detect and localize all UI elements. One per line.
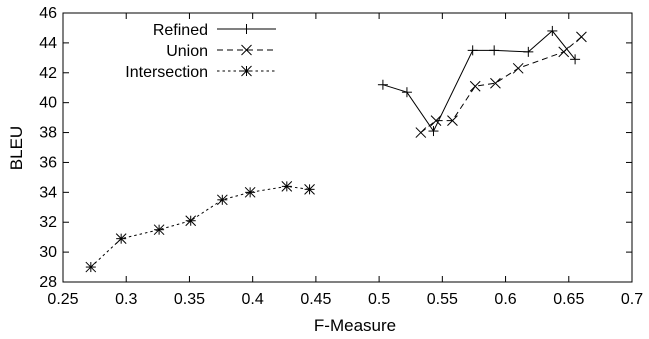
plot-border [62, 12, 633, 283]
refined-data-point [428, 126, 439, 137]
intersection-series-line [90, 185, 310, 268]
x-tick-label: 0.7 [621, 291, 643, 308]
refined-data-point [467, 45, 478, 56]
refined-data-point [523, 46, 534, 57]
union-data-point [512, 62, 524, 74]
y-tick-label: 30 [39, 244, 57, 261]
intersection-data-point [115, 233, 127, 245]
refined-series-line [382, 30, 576, 133]
y-tick-label: 32 [39, 214, 57, 231]
union-series-line [420, 36, 582, 133]
x-tick-label: 0.55 [427, 291, 458, 308]
intersection-data-point [85, 261, 97, 273]
y-tick-label: 34 [39, 184, 57, 201]
x-tick-label: 0.35 [174, 291, 205, 308]
x-tick-label: 0.3 [115, 291, 137, 308]
intersection-data-point [153, 224, 165, 236]
y-tick-label: 42 [39, 65, 57, 82]
legend-label-union: Union [166, 43, 208, 60]
y-tick-label: 46 [39, 5, 57, 22]
plot-area [62, 12, 633, 283]
union-data-point [469, 80, 481, 92]
axis-ticks: 0.25 0.3 0.35 0.4 0.45 0.5 0.55 0.6 0.65 0.7 28 30 3… [39, 5, 643, 308]
x-tick-label: 0.65 [553, 291, 584, 308]
y-tick-label: 28 [39, 274, 57, 291]
legend-marker-union [241, 44, 252, 56]
refined-data-point [547, 25, 558, 36]
x-tick-label: 0.6 [494, 291, 516, 308]
legend-label-refined: Refined [153, 22, 208, 39]
legend-marker-intersection [241, 65, 252, 77]
refined-data-point [570, 54, 581, 65]
union-data-point [576, 31, 587, 43]
x-tick-label: 0.45 [300, 291, 331, 308]
refined-data-point [377, 79, 388, 90]
legend: Refined Union Intersection [125, 22, 276, 81]
union-data-point [558, 46, 570, 58]
intersection-data-point [244, 186, 256, 198]
y-axis-title: BLEU [7, 126, 26, 170]
y-tick-label: 38 [39, 125, 57, 142]
y-tick-label: 40 [39, 95, 57, 112]
legend-label-intersection: Intersection [125, 64, 208, 81]
x-tick-label: 0.4 [242, 291, 264, 308]
y-tick-label: 36 [39, 154, 57, 171]
x-tick-label: 0.5 [368, 291, 390, 308]
intersection-data-point [216, 194, 228, 206]
legend-marker-refined [241, 24, 252, 34]
intersection-data-point [185, 215, 197, 227]
intersection-data-point [304, 183, 315, 195]
union-data-point [490, 77, 501, 89]
refined-data-point [489, 45, 500, 56]
refined-data-point [401, 87, 412, 98]
intersection-data-point [281, 181, 293, 192]
y-tick-label: 44 [39, 35, 57, 52]
x-tick-label: 0.25 [47, 291, 78, 308]
union-data-point [415, 127, 427, 138]
union-data-point [430, 115, 442, 126]
series-lines [85, 25, 587, 273]
x-axis-title: F-Measure [314, 316, 396, 335]
union-data-point [447, 115, 458, 126]
